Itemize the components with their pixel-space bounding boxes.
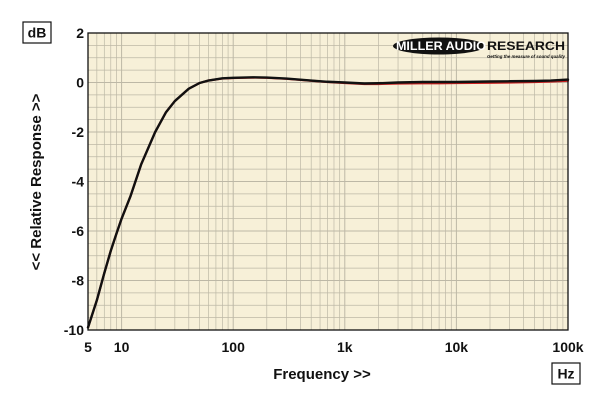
- x-unit-label: Hz: [557, 366, 574, 382]
- x-tick-label: 100: [222, 339, 246, 355]
- y-tick-label: 0: [76, 75, 84, 91]
- x-tick-label: 5: [84, 339, 92, 355]
- y-axis-title: << Relative Response >>: [28, 93, 45, 270]
- series-line-black: [86, 76, 570, 329]
- miller-audio-research-logo: MILLER AUDIO RESEARCH Getting the measur…: [393, 37, 565, 59]
- svg-text:MILLER AUDIO: MILLER AUDIO: [396, 41, 486, 53]
- y-tick-label: -10: [64, 322, 84, 338]
- x-tick-label: 10: [114, 339, 130, 355]
- y-tick-label: -4: [72, 174, 85, 190]
- y-tick-label: -6: [72, 223, 85, 239]
- y-unit-box: dB: [22, 21, 52, 44]
- x-tick-label: 1k: [337, 339, 353, 355]
- x-axis-title: Frequency >>: [273, 366, 371, 383]
- y-unit-label: dB: [28, 25, 47, 41]
- x-unit-box: Hz: [551, 362, 581, 385]
- y-tick-label: -2: [72, 124, 85, 140]
- series-lines: [86, 76, 570, 329]
- y-tick-label: 2: [76, 25, 84, 41]
- y-tick-labels: 2 0 -2 -4 -6 -8 -10: [64, 25, 84, 338]
- plot-frame: [87, 32, 569, 331]
- x-tick-label: 100k: [552, 339, 583, 355]
- svg-text:Getting the measure of sound q: Getting the measure of sound quality: [487, 54, 565, 59]
- y-tick-label: -8: [72, 273, 85, 289]
- x-tick-label: 10k: [445, 339, 469, 355]
- svg-text:RESEARCH: RESEARCH: [487, 41, 565, 53]
- x-tick-labels: 5 10 100 1k 10k 100k: [84, 339, 584, 355]
